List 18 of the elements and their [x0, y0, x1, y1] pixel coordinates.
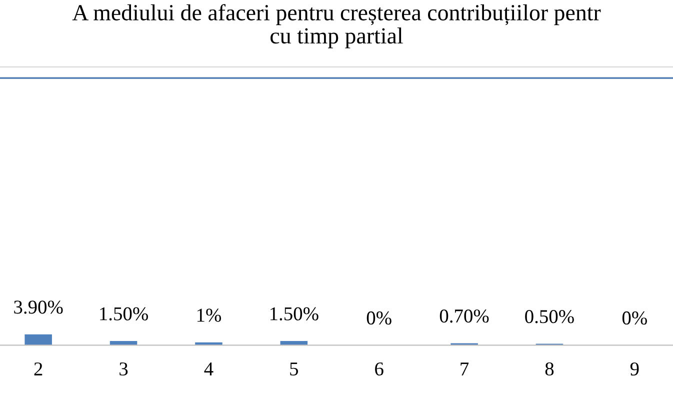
x-tick-label: 2: [34, 362, 42, 376]
data-label: 3.90%: [14, 300, 63, 314]
x-tick-label: 8: [545, 362, 554, 376]
data-label: 0%: [366, 311, 392, 325]
x-tick-label: 5: [290, 362, 298, 376]
x-tick-label: 3: [120, 362, 128, 376]
data-label: 1.50%: [100, 307, 148, 320]
data-label: 1%: [197, 308, 222, 322]
data-label: 0.70%: [440, 309, 489, 323]
x-tick-label: 6: [375, 362, 384, 376]
chart-title: A mediului de afaceri pentru creșterea contribuțiilor pentr cu timp partial: [72, 4, 601, 48]
x-tick-label: 9: [630, 362, 639, 376]
bar: [24, 334, 52, 346]
data-label: 0.50%: [525, 310, 574, 324]
x-tick-label: 4: [204, 362, 214, 376]
data-label: 0%: [622, 311, 647, 325]
x-tick-label: 7: [460, 362, 469, 376]
data-label: 1.50%: [270, 307, 318, 320]
